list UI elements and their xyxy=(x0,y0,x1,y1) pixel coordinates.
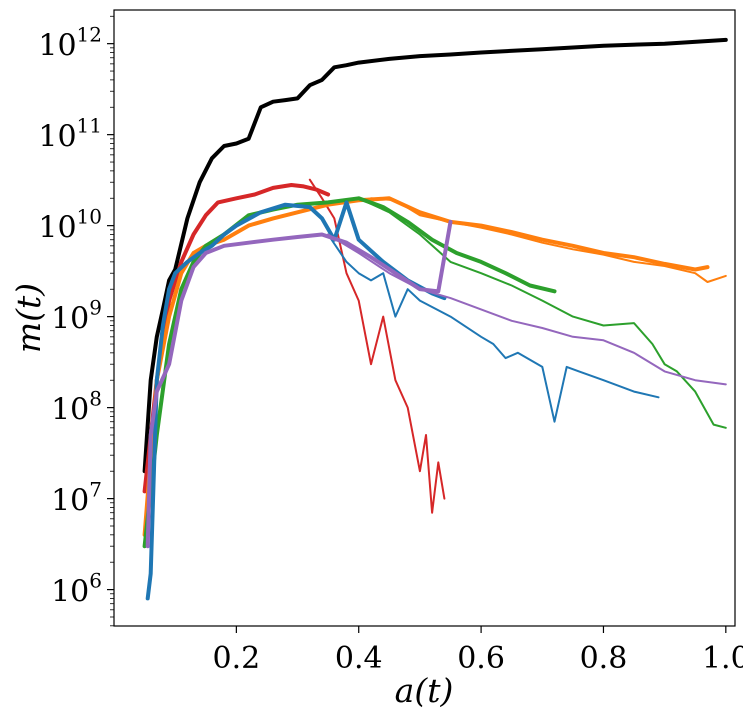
x-tick-label: 0.8 xyxy=(580,641,628,676)
series-line-1 xyxy=(142,183,331,494)
series-line-5 xyxy=(142,196,557,549)
x-tick-label: 0.4 xyxy=(335,641,383,676)
y-tick-label: 108 xyxy=(51,387,102,428)
y-axis-label: m(t) xyxy=(9,283,48,353)
y-tick-label: 107 xyxy=(51,478,102,519)
y-axis: 106 107 108 109 1010 1011 1012 xyxy=(38,15,114,627)
x-axis-label: a(t) xyxy=(395,671,454,710)
y-tick-label: 1010 xyxy=(38,205,102,246)
x-tick-label: 0.6 xyxy=(457,641,505,676)
series-line-10 xyxy=(327,233,727,386)
series-line-7 xyxy=(145,200,447,601)
series-layer xyxy=(142,37,728,601)
plot-frame xyxy=(113,9,736,627)
series-line-6 xyxy=(357,197,727,429)
series-line-8 xyxy=(327,233,660,423)
y-tick-label: 109 xyxy=(51,296,102,337)
y-tick-label: 106 xyxy=(51,569,102,610)
y-tick-label: 1012 xyxy=(38,23,102,64)
x-tick-label: 0.2 xyxy=(213,641,261,676)
series-line-9 xyxy=(145,219,453,549)
x-axis: 0.2 0.4 0.6 0.8 1.0 xyxy=(213,626,743,676)
plot-background xyxy=(114,10,735,626)
x-tick-label: 1.0 xyxy=(702,641,743,676)
series-line-4 xyxy=(370,197,727,283)
y-tick-label: 1011 xyxy=(38,114,102,155)
